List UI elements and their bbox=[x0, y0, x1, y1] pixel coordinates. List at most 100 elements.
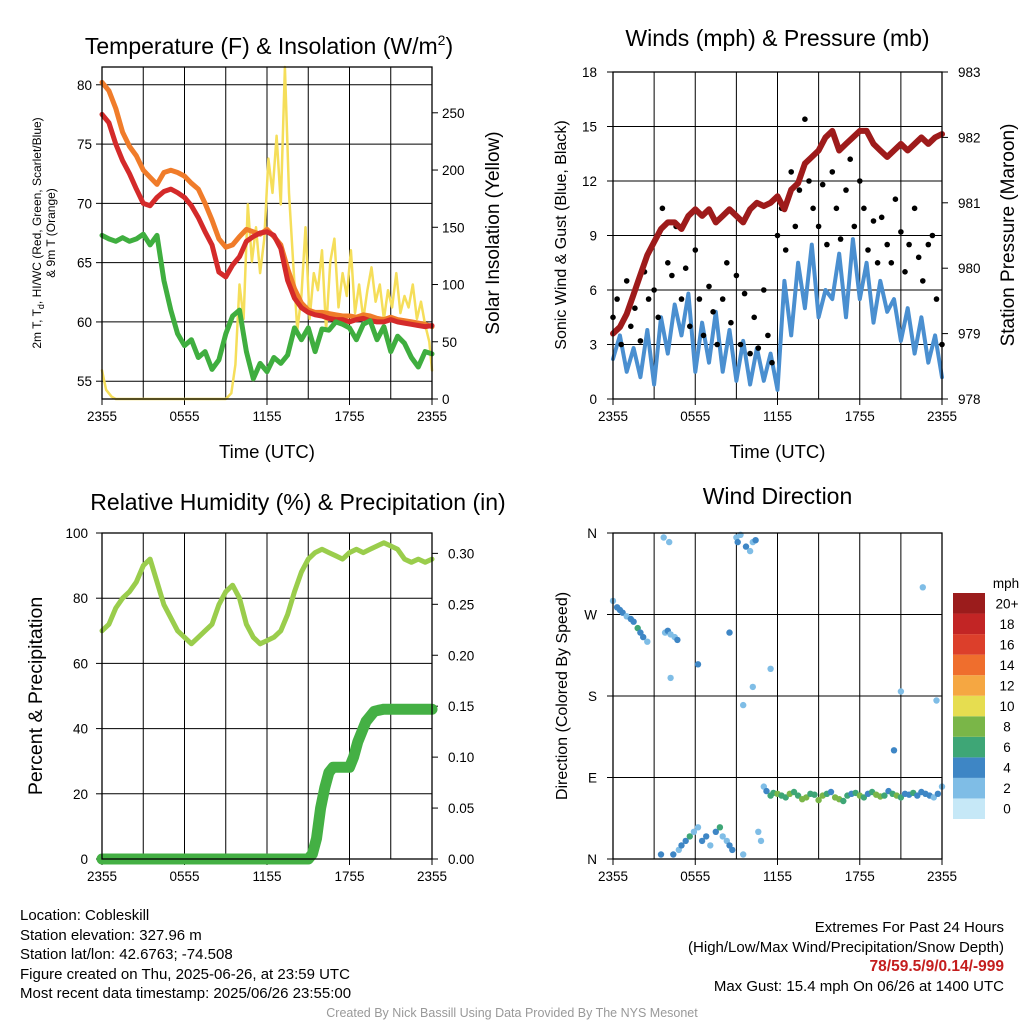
chart-title-1: Winds (mph) & Pressure (mb) bbox=[625, 25, 929, 51]
y-tick-label: 80 bbox=[73, 591, 88, 606]
chart-title-2: Relative Humidity (%) & Precipitation (i… bbox=[90, 489, 505, 515]
direction-point bbox=[694, 824, 702, 831]
x-tick-label: 1755 bbox=[845, 409, 875, 424]
gust-point bbox=[878, 214, 885, 221]
colorbar-swatch bbox=[953, 798, 985, 819]
colorbar-swatch bbox=[953, 654, 985, 676]
colorbar-swatch bbox=[953, 593, 985, 614]
direction-point bbox=[719, 833, 726, 840]
gust-point bbox=[774, 232, 781, 239]
direction-point bbox=[811, 791, 818, 798]
panel-2: 2355 0555 1155 1755 2355 0 20 40 60 80 100 0.00 0.05… bbox=[25, 489, 506, 884]
gust-point bbox=[628, 323, 634, 330]
colorbar-label: 4 bbox=[1003, 761, 1011, 776]
direction-point bbox=[674, 636, 681, 644]
station-location: Location: Cobleskill bbox=[20, 907, 150, 924]
gust-point bbox=[898, 229, 904, 235]
gust-point bbox=[870, 218, 877, 224]
direction-point bbox=[716, 824, 724, 831]
gust-point bbox=[915, 254, 922, 261]
y-tick-label: 75 bbox=[77, 137, 92, 152]
series-line-2 bbox=[99, 231, 435, 382]
x-tick-label: 2355 bbox=[598, 409, 628, 424]
y-tick-label: 6 bbox=[589, 283, 597, 298]
colorbar-label: 0 bbox=[1003, 802, 1011, 817]
figure-created: Figure created on Thu, 2025-06-26, at 23… bbox=[20, 965, 350, 983]
direction-point bbox=[860, 794, 868, 801]
direction-point bbox=[703, 833, 710, 840]
direction-point bbox=[827, 788, 835, 796]
gust-point bbox=[669, 272, 675, 279]
gust-point bbox=[824, 241, 830, 248]
gust-point bbox=[714, 341, 720, 348]
direction-point bbox=[933, 697, 940, 704]
y-tick-label: 18 bbox=[582, 65, 597, 80]
gust-point bbox=[788, 169, 794, 175]
max-gust: Max Gust: 15.4 mph On 06/26 at 1400 UTC bbox=[713, 977, 1004, 995]
x-tick-label: 1155 bbox=[252, 409, 281, 424]
x-tick-label: 1755 bbox=[845, 869, 875, 884]
gust-point bbox=[806, 178, 812, 184]
gust-point bbox=[802, 116, 808, 122]
gust-point bbox=[618, 341, 624, 348]
y2-tick-label: 50 bbox=[442, 335, 457, 350]
x-tick-label: 2355 bbox=[87, 409, 117, 424]
x-tick-label: 1155 bbox=[252, 869, 281, 884]
y2-tick-label: 982 bbox=[958, 130, 981, 145]
gust-point bbox=[747, 350, 753, 357]
y-tick-label: 0 bbox=[589, 392, 597, 407]
x-tick-label: 0555 bbox=[680, 869, 710, 884]
direction-point bbox=[934, 790, 942, 797]
direction-point bbox=[897, 794, 905, 801]
gust-point bbox=[874, 260, 881, 266]
y-axis-label-3: Direction (Colored By Speed) bbox=[554, 592, 571, 800]
colorbar-label: 16 bbox=[999, 637, 1014, 652]
direction-point bbox=[666, 538, 673, 546]
gust-point bbox=[920, 278, 926, 284]
x-tick-label: 2355 bbox=[417, 409, 447, 424]
gust-point bbox=[911, 205, 918, 212]
direction-point bbox=[686, 833, 693, 840]
y2-tick-label: 980 bbox=[958, 261, 981, 276]
y-tick-label: 3 bbox=[589, 338, 597, 353]
x-tick-label: 0555 bbox=[680, 409, 710, 424]
chart-title-3: Wind Direction bbox=[703, 483, 853, 509]
x-tick-label: 2355 bbox=[927, 409, 957, 424]
y2-tick-label: 0.20 bbox=[448, 648, 474, 663]
series-line-rh bbox=[99, 540, 435, 647]
direction-point bbox=[734, 538, 741, 546]
gust-point bbox=[933, 296, 940, 302]
gust-point bbox=[815, 223, 822, 230]
direction-point bbox=[742, 543, 750, 550]
direction-point bbox=[790, 788, 798, 796]
direction-point bbox=[729, 846, 736, 854]
plot-frame bbox=[101, 66, 433, 400]
direction-point bbox=[746, 547, 754, 555]
direction-point bbox=[757, 837, 765, 845]
colorbar-swatch bbox=[953, 634, 985, 655]
gust-point bbox=[741, 290, 748, 297]
y-tick-label: E bbox=[588, 771, 597, 786]
y-tick-label: S bbox=[588, 689, 597, 704]
panel-0: 2355 0555 1155 1755 2355 55 60 65 70 75 80 0 50 100 15… bbox=[30, 32, 504, 462]
gust-point bbox=[710, 309, 716, 315]
gust-point bbox=[769, 359, 775, 366]
gust-point bbox=[833, 205, 840, 212]
y-tick-label: 80 bbox=[77, 78, 92, 93]
series-line-1 bbox=[99, 111, 435, 330]
direction-point bbox=[890, 747, 898, 754]
y-tick-label: 60 bbox=[77, 315, 92, 330]
colorbar-swatch bbox=[953, 757, 985, 778]
y-tick-label: 20 bbox=[73, 787, 88, 802]
extremes-title: Extremes For Past 24 Hours bbox=[814, 919, 1004, 936]
y2-tick-label: 0.10 bbox=[448, 750, 474, 765]
gust-point bbox=[700, 332, 707, 339]
direction-point bbox=[767, 665, 774, 672]
direction-point bbox=[881, 792, 888, 799]
y-tick-label: 0 bbox=[80, 852, 88, 867]
gust-point bbox=[929, 232, 936, 239]
x-tick-label: 2355 bbox=[87, 869, 117, 884]
gust-point bbox=[843, 187, 849, 193]
gust-point bbox=[888, 260, 895, 266]
gust-point bbox=[692, 247, 699, 253]
